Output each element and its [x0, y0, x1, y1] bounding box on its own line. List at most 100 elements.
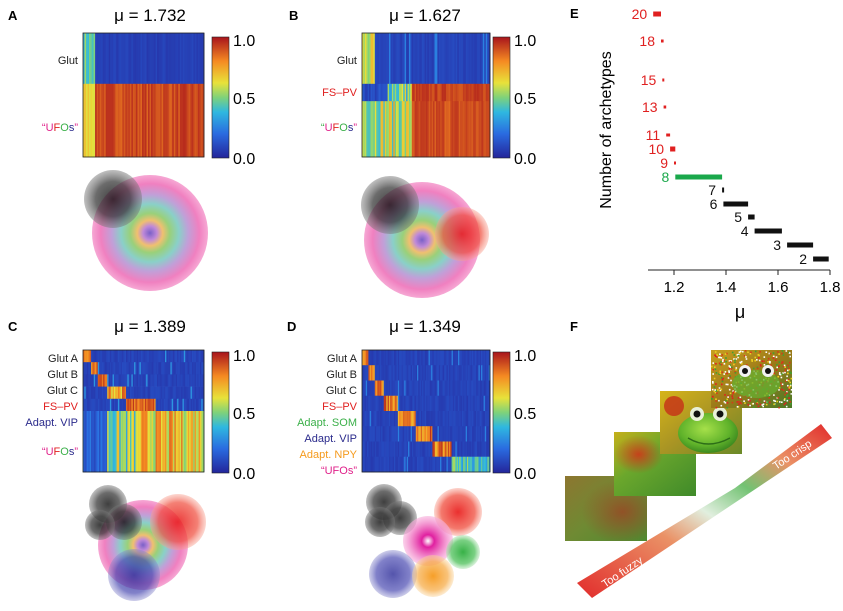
heatmap-cell — [397, 101, 400, 158]
speckle-dot — [744, 402, 746, 404]
heatmap-cell — [458, 33, 461, 85]
heatmap-cell — [166, 83, 169, 158]
heatmap-cell — [488, 380, 491, 397]
heatmap-cell — [487, 33, 489, 85]
speckle-dot — [789, 361, 791, 364]
heatmap-cell — [441, 426, 444, 442]
heatmap-cell — [479, 411, 482, 427]
heatmap-cell — [377, 83, 380, 102]
heatmap-cell — [367, 101, 370, 158]
heatmap-frame-b — [361, 32, 491, 158]
speckle-dot — [715, 363, 717, 365]
heatmap-cell — [188, 83, 191, 158]
heatmap-cell — [158, 362, 161, 375]
heatmap-cell — [397, 411, 400, 427]
heatmap-cell — [382, 350, 385, 366]
heatmap-cell — [381, 83, 384, 102]
heatmap-cell — [364, 365, 367, 381]
heatmap-cell — [455, 365, 458, 381]
heatmap-cell — [170, 33, 173, 85]
heatmap-cell — [414, 395, 417, 412]
heatmap-cell — [96, 83, 99, 158]
speckle-dot — [745, 358, 748, 360]
heatmap-cell — [368, 365, 371, 381]
heatmap-cell — [90, 83, 93, 158]
heatmap-cell — [400, 395, 403, 412]
heatmap-cell — [415, 350, 418, 366]
heatmap-cell — [177, 374, 179, 387]
speckle-dot — [736, 401, 739, 403]
heatmap-cell — [100, 374, 103, 387]
heatmap-cell — [115, 374, 118, 387]
heatmap-cell — [198, 374, 201, 387]
speckle-dot — [735, 358, 738, 360]
heatmap-cell — [187, 362, 190, 375]
heatmap-cell — [470, 411, 473, 427]
heatmap-cell — [481, 350, 483, 366]
heatmap-cell — [193, 386, 195, 400]
speckle-dot — [789, 384, 792, 387]
heatmap-cell — [136, 350, 139, 363]
heatmap-cell — [178, 374, 181, 387]
heatmap-cell — [364, 395, 367, 412]
heatmap-cell — [486, 456, 488, 473]
heatmap-cell — [83, 386, 85, 400]
heatmap-cell — [431, 365, 433, 381]
heatmap-cell — [132, 411, 135, 473]
heatmap-cell — [400, 33, 403, 85]
heatmap-cell — [381, 426, 383, 442]
heatmap-cell — [458, 350, 460, 366]
heatmap-cell — [463, 441, 465, 458]
heatmap-cell — [394, 411, 396, 427]
heatmap-cell — [382, 426, 385, 442]
heatmap-cell — [102, 33, 105, 85]
speckle-dot — [787, 369, 789, 372]
heatmap-cell — [456, 441, 459, 458]
heatmap-cell — [458, 411, 460, 427]
heatmap-cell — [435, 33, 438, 85]
interval-label-2: 2 — [799, 251, 807, 267]
heatmap-cell — [198, 386, 201, 400]
heatmap-cell — [479, 365, 482, 381]
speckle-dot — [767, 357, 770, 360]
heatmap-cell — [197, 83, 200, 158]
row-label-fspv: FS–PV — [43, 401, 79, 413]
heatmap-cell — [140, 386, 143, 400]
heatmap-cell — [474, 350, 477, 366]
heatmap-cell — [182, 398, 185, 412]
heatmap-cell — [472, 350, 474, 366]
heatmap-cell — [386, 395, 388, 412]
heatmap-cell — [119, 411, 122, 473]
heatmap-cell — [460, 101, 462, 158]
speckle-dot — [763, 356, 766, 358]
heatmap-cell — [189, 374, 191, 387]
heatmap-cell — [136, 386, 139, 400]
speckle-dot — [784, 370, 786, 372]
heatmap-cell — [367, 395, 369, 412]
speckle-dot — [786, 399, 789, 402]
heatmap-cell — [155, 350, 158, 363]
heatmap-cell — [379, 395, 382, 412]
speckle-dot — [789, 355, 791, 358]
heatmap-cell — [443, 380, 446, 397]
speckle-dot — [776, 366, 778, 369]
heatmap-cell — [436, 380, 438, 397]
heatmap-cell — [447, 395, 450, 412]
heatmap-cell — [117, 350, 120, 363]
heatmap-cell — [442, 426, 445, 442]
heatmap-cell — [381, 380, 383, 397]
heatmap-cell — [438, 456, 441, 473]
heatmap-cell — [183, 374, 186, 387]
heatmap-cell — [458, 101, 461, 158]
heatmap-cell — [370, 395, 373, 412]
heatmap-cell — [419, 456, 422, 473]
heatmap-cell — [169, 362, 171, 375]
heatmap-cell — [116, 411, 119, 473]
heatmap-cell — [379, 411, 382, 427]
heatmap-cell — [370, 101, 373, 158]
heatmap-cell — [404, 83, 407, 102]
heatmap-cell — [89, 398, 92, 412]
heatmap-cell — [160, 374, 163, 387]
heatmap-cell — [167, 386, 170, 400]
heatmap-cell — [473, 441, 476, 458]
